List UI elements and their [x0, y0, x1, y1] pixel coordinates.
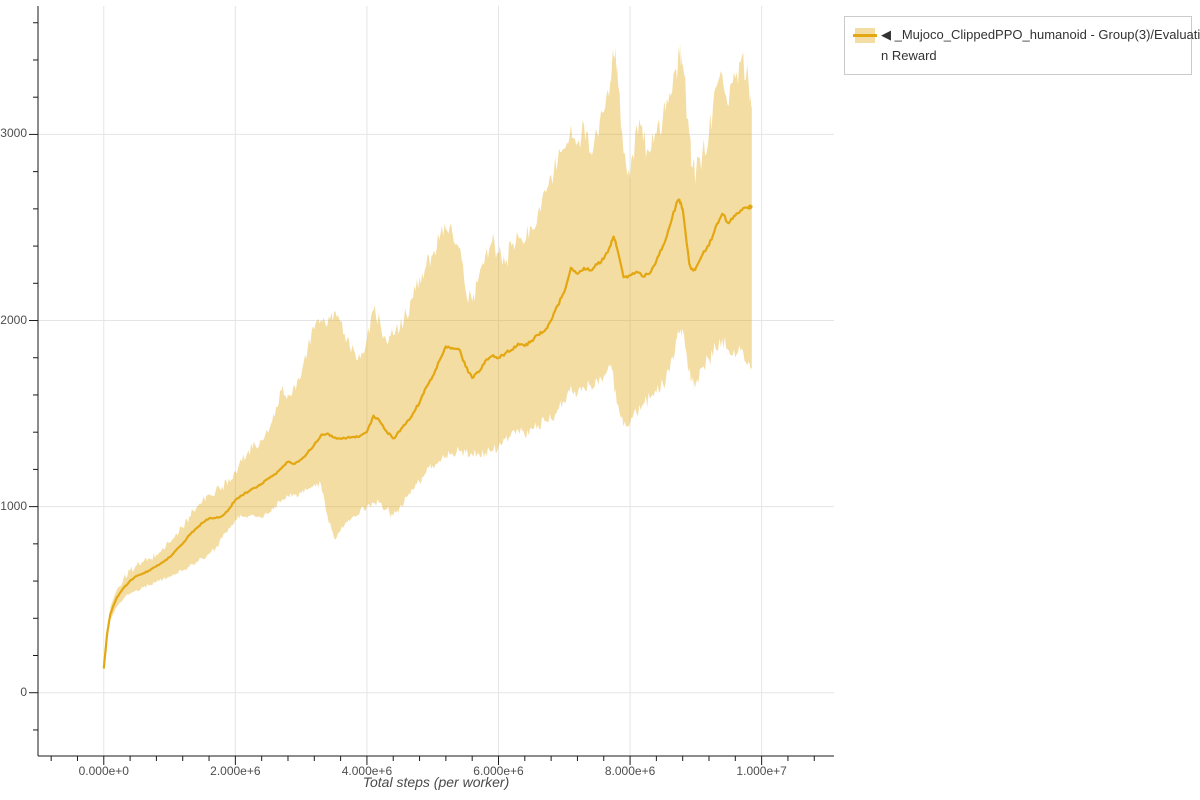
axes: [29, 6, 834, 765]
y-tick-label: 3000: [0, 126, 27, 141]
x-tick-label: 6.000e+6: [473, 764, 524, 778]
legend-line-swatch: [853, 34, 877, 37]
legend-band-swatch: [853, 28, 877, 43]
y-tick-label: 1000: [0, 498, 27, 513]
x-axis-title: Total steps (per worker): [362, 774, 510, 790]
x-tick-label: 0.000e+0: [78, 764, 129, 778]
legend-item-evaluation-reward[interactable]: ◀ _Mujoco_ClippedPPO_humanoid - Group(3)…: [845, 17, 1200, 74]
mean-reward-line: [102, 198, 753, 669]
legend-label: ◀ _Mujoco_ClippedPPO_humanoid - Group(3)…: [881, 24, 1200, 66]
legend: ◀ _Mujoco_ClippedPPO_humanoid - Group(3)…: [844, 16, 1200, 75]
y-tick-label: 2000: [0, 312, 27, 327]
legend-label-line-1: ◀ _Mujoco_ClippedPPO_humanoid - Group(3)…: [881, 27, 1200, 42]
legend-label-line-2: n Reward: [881, 48, 937, 63]
x-tick-label: 4.000e+6: [341, 764, 393, 778]
x-tick-label: 2.000e+6: [210, 764, 261, 778]
grid: [38, 6, 834, 756]
y-tick-label: 0: [20, 684, 27, 699]
x-tick-label: 8.000e+6: [604, 764, 656, 778]
x-tick-label: 1.000e+7: [736, 764, 787, 778]
confidence-band: [103, 43, 752, 671]
